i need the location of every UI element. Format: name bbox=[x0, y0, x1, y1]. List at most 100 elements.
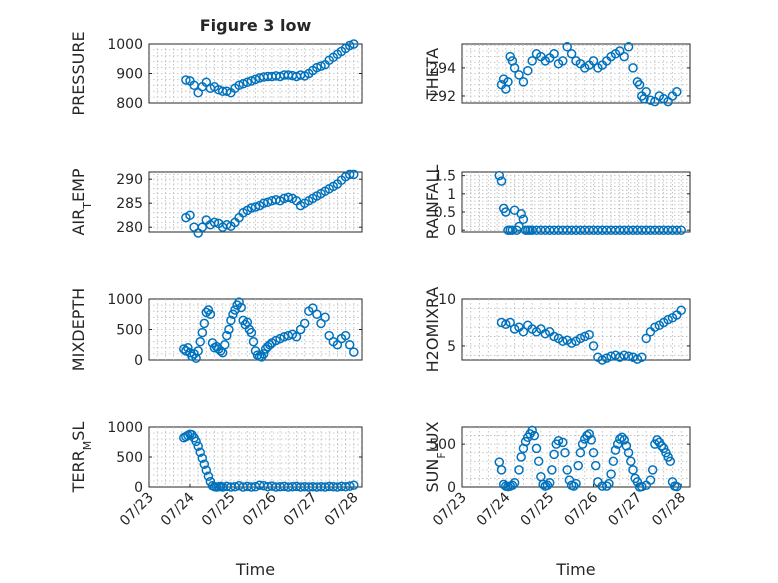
data-point bbox=[222, 220, 232, 230]
data-point bbox=[344, 340, 355, 350]
data-point bbox=[588, 225, 599, 235]
data-point bbox=[349, 347, 359, 357]
y-axis-label: MIXDEPTH bbox=[69, 288, 88, 371]
data-point bbox=[540, 328, 551, 339]
data-point bbox=[558, 56, 568, 66]
data-point bbox=[197, 327, 208, 338]
data-point bbox=[553, 435, 564, 446]
data-point bbox=[672, 87, 682, 97]
data-point bbox=[209, 217, 220, 228]
data-point bbox=[547, 465, 557, 475]
data-point bbox=[584, 429, 594, 439]
subplot-pressure: 800 900 1000 PRESSURE Figure 3 low bbox=[69, 16, 363, 116]
data-point bbox=[224, 324, 234, 335]
y-tick-label: 0 bbox=[447, 480, 456, 496]
data-point bbox=[619, 350, 629, 361]
data-point bbox=[514, 70, 524, 80]
data-point bbox=[248, 336, 259, 347]
data-point bbox=[676, 225, 686, 235]
data-point bbox=[514, 465, 524, 475]
data-point bbox=[496, 176, 507, 186]
data-point bbox=[250, 202, 261, 212]
data-point bbox=[246, 327, 257, 338]
data-point bbox=[505, 317, 515, 328]
data-point bbox=[558, 225, 568, 235]
data-point bbox=[619, 435, 629, 445]
y-tick-label: 294 bbox=[429, 61, 456, 77]
chart-title: Figure 3 low bbox=[200, 16, 312, 35]
data-point bbox=[584, 329, 594, 340]
data-point bbox=[181, 75, 191, 85]
data-point bbox=[549, 49, 559, 59]
subplot-mixdepth: 0 500 1000 MIXDEPTH bbox=[69, 288, 363, 371]
data-point bbox=[205, 309, 216, 320]
data-point bbox=[575, 225, 586, 235]
data-point bbox=[291, 332, 302, 342]
y-tick-label: 800 bbox=[116, 96, 143, 112]
y-axis-label: SUNFLUX bbox=[423, 421, 448, 492]
data-point bbox=[516, 209, 526, 219]
data-point bbox=[222, 86, 232, 96]
y-tick-label: 0.5 bbox=[434, 205, 456, 221]
data-point bbox=[619, 225, 629, 235]
data-point bbox=[672, 225, 682, 235]
data-point bbox=[263, 197, 273, 207]
data-point bbox=[316, 61, 326, 71]
data-point bbox=[665, 456, 676, 467]
data-point bbox=[246, 76, 257, 86]
y-tick-label: 292 bbox=[429, 89, 456, 105]
y-tick-label: 1.5 bbox=[434, 169, 456, 185]
y-tick-label: 280 bbox=[116, 220, 143, 236]
x-tick-label: 07/28 bbox=[322, 490, 362, 530]
data-point bbox=[562, 42, 572, 52]
data-point bbox=[344, 169, 355, 180]
y-tick-label: 500 bbox=[429, 437, 456, 453]
data-point bbox=[658, 225, 669, 235]
data-point bbox=[676, 305, 686, 316]
data-point bbox=[193, 441, 203, 451]
y-tick-label: 1000 bbox=[107, 420, 143, 436]
data-point bbox=[258, 198, 269, 208]
data-point bbox=[558, 336, 568, 346]
data-point bbox=[623, 225, 634, 235]
data-point bbox=[571, 225, 581, 235]
data-point bbox=[641, 87, 651, 97]
data-point bbox=[569, 481, 579, 491]
data-point bbox=[577, 439, 588, 449]
data-point bbox=[645, 475, 656, 485]
data-point bbox=[566, 49, 577, 59]
x-axis-label: Time bbox=[235, 560, 275, 579]
y-axis-label: AIRTEMP bbox=[69, 168, 94, 235]
data-point bbox=[238, 79, 248, 89]
y-tick-label: 1000 bbox=[107, 292, 143, 308]
x-tick-label: 07/26 bbox=[240, 489, 280, 529]
data-point bbox=[601, 353, 612, 363]
data-point bbox=[349, 39, 359, 49]
data-point bbox=[312, 309, 322, 320]
data-point bbox=[597, 225, 608, 235]
y-tick-label: 900 bbox=[116, 67, 143, 83]
data-point bbox=[573, 460, 583, 471]
data-point bbox=[656, 441, 667, 451]
data-point bbox=[612, 439, 623, 449]
data-point bbox=[601, 225, 612, 235]
x-tick-label: 07/27 bbox=[281, 490, 321, 530]
data-point bbox=[650, 322, 660, 332]
data-point bbox=[632, 354, 643, 364]
data-point bbox=[586, 435, 597, 445]
data-point bbox=[608, 456, 619, 467]
y-tick-label: 0 bbox=[134, 480, 143, 496]
data-point bbox=[610, 445, 621, 455]
data-point bbox=[509, 63, 520, 73]
subplot-air-temp: 280 285 290 AIRTEMP bbox=[69, 168, 363, 238]
x-tick-label: 07/25 bbox=[199, 490, 239, 530]
data-point bbox=[503, 77, 513, 87]
data-point bbox=[230, 305, 240, 315]
data-point bbox=[242, 77, 253, 88]
y-axis-label: THETA bbox=[423, 48, 442, 100]
data-point bbox=[634, 79, 645, 90]
data-point bbox=[234, 80, 244, 91]
data-point bbox=[199, 459, 210, 469]
